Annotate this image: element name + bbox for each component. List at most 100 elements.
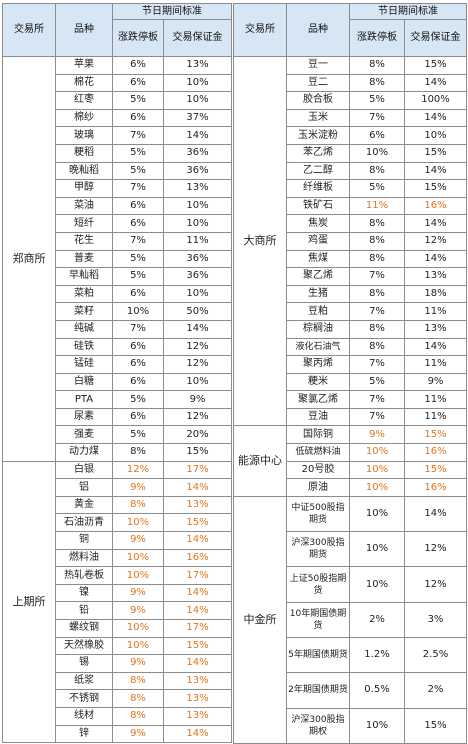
margin-cell: 20%	[163, 425, 232, 445]
table-row: 菜籽 10% 50%	[3, 302, 232, 321]
limit-cell: 8%	[112, 671, 164, 691]
limit-header: 涨跌停板	[349, 19, 405, 57]
limit-cell: 6%	[112, 372, 164, 392]
product-cell: 普麦	[55, 249, 113, 269]
table-row: 原油 10% 16%	[234, 478, 467, 497]
product-cell: 生猪	[286, 284, 350, 304]
limit-cell: 5%	[112, 143, 164, 163]
margin-cell: 10%	[163, 214, 232, 233]
limit-cell: 8%	[349, 249, 405, 269]
table-row: 白糖 6% 10%	[3, 372, 232, 392]
product-cell: 玉米淀粉	[286, 126, 350, 145]
product-cell: 20号胶	[286, 460, 350, 480]
table-row: 5年期国债期货 1.2% 2.5%	[234, 637, 467, 674]
limit-cell: 5%	[349, 91, 405, 110]
table-row: 铅 9% 14%	[3, 601, 232, 620]
table-row: 大商所 豆一 8% 15%	[233, 55, 467, 427]
table-row: 沪深300股指期货 10% 12%	[234, 531, 467, 568]
product-cell: 沪深300股指期货	[286, 531, 350, 568]
table-row: 聚乙烯 7% 13%	[234, 267, 467, 286]
limit-cell: 7%	[112, 126, 164, 145]
margin-cell: 3%	[404, 601, 467, 639]
margin-cell: 10%	[163, 73, 232, 93]
margin-cell: 14%	[163, 601, 232, 620]
product-cell: 上证50股指期货	[286, 566, 350, 603]
margin-cell: 15%	[163, 636, 232, 656]
limit-cell: 5%	[112, 91, 164, 110]
limit-cell: 8%	[112, 443, 164, 462]
product-cell: 铜	[55, 531, 113, 550]
limit-cell: 7%	[112, 231, 164, 251]
margin-cell: 16%	[163, 548, 232, 568]
product-cell: 国际铜	[286, 425, 350, 445]
exchange-cell: 郑商所	[2, 56, 56, 462]
margin-cell: 12%	[163, 407, 232, 427]
product-cell: 聚乙烯	[286, 267, 350, 286]
table-row: 纤维板 5% 15%	[234, 179, 467, 198]
limit-cell: 10%	[112, 302, 164, 321]
table-row: 尿素 6% 12%	[3, 407, 232, 427]
margin-cell: 14%	[163, 724, 232, 744]
table-row: 动力煤 8% 15%	[3, 443, 232, 462]
limit-cell: 7%	[112, 319, 164, 339]
limit-cell: 10%	[112, 566, 164, 585]
header-row-top: 交易所 品种 节日期间标准	[2, 3, 232, 57]
product-cell: 豆粕	[286, 302, 350, 321]
limit-cell: 9%	[112, 654, 164, 673]
product-cell: 强麦	[55, 425, 113, 445]
limit-cell: 10%	[112, 548, 164, 568]
limit-cell: 10%	[349, 495, 405, 533]
limit-cell: 10%	[112, 619, 164, 638]
exchange-header: 交易所	[233, 3, 287, 57]
margin-cell: 12%	[404, 231, 467, 251]
limit-cell: 10%	[349, 143, 405, 163]
limit-cell: 9%	[112, 583, 164, 603]
limit-cell: 9%	[112, 601, 164, 620]
margin-cell: 15%	[404, 56, 467, 75]
margin-cell: 11%	[404, 355, 467, 374]
margin-cell: 11%	[404, 302, 467, 321]
margin-cell: 15%	[404, 425, 467, 445]
limit-cell: 6%	[112, 196, 164, 216]
limit-cell: 6%	[112, 214, 164, 233]
limit-cell: 5%	[112, 425, 164, 445]
product-header: 品种	[55, 3, 113, 57]
limit-cell: 7%	[349, 407, 405, 427]
margin-cell: 10%	[404, 126, 467, 145]
margin-cell: 50%	[163, 302, 232, 321]
product-cell: 晚籼稻	[55, 161, 113, 181]
margin-cell: 14%	[404, 495, 467, 533]
product-cell: 鸡蛋	[286, 231, 350, 251]
product-cell: 聚丙烯	[286, 355, 350, 374]
limit-cell: 8%	[349, 319, 405, 339]
margin-cell: 17%	[163, 619, 232, 638]
right-standards-table: 交易所 品种 节日期间标准 涨跌停板 交易保证金 大商所 豆一 8% 15% 豆二 8% 1…	[233, 3, 467, 744]
table-row: 玻璃 7% 14%	[3, 126, 232, 145]
margin-cell: 10%	[163, 372, 232, 392]
margin-cell: 14%	[163, 319, 232, 339]
product-cell: 菜粕	[55, 284, 113, 304]
product-cell: 10年期国债期货	[286, 601, 350, 639]
table-row: 玉米 7% 14%	[234, 108, 467, 128]
product-cell: 铁矿石	[286, 196, 350, 216]
product-cell: 粳米	[286, 372, 350, 392]
margin-cell: 15%	[163, 513, 232, 533]
limit-cell: 6%	[112, 355, 164, 374]
limit-cell: 5%	[112, 161, 164, 181]
limit-cell: 6%	[112, 108, 164, 128]
margin-cell: 16%	[404, 196, 467, 216]
margin-cell: 11%	[163, 231, 232, 251]
table-row: 焦炭 8% 14%	[234, 214, 467, 233]
table-row: 铝 9% 14%	[3, 478, 232, 497]
limit-cell: 10%	[349, 707, 405, 744]
table-row: 晚籼稻 5% 36%	[3, 161, 232, 181]
limit-cell: 7%	[349, 355, 405, 374]
margin-cell: 15%	[163, 443, 232, 462]
table-row: 锰硅 6% 12%	[3, 355, 232, 374]
product-cell: 粳稻	[55, 143, 113, 163]
margin-cell: 36%	[163, 249, 232, 269]
margin-cell: 17%	[163, 460, 232, 480]
table-row: 10年期国债期货 2% 3%	[234, 601, 467, 639]
limit-cell: 1.2%	[349, 637, 405, 674]
table-row: 上证50股指期货 10% 12%	[234, 566, 467, 603]
